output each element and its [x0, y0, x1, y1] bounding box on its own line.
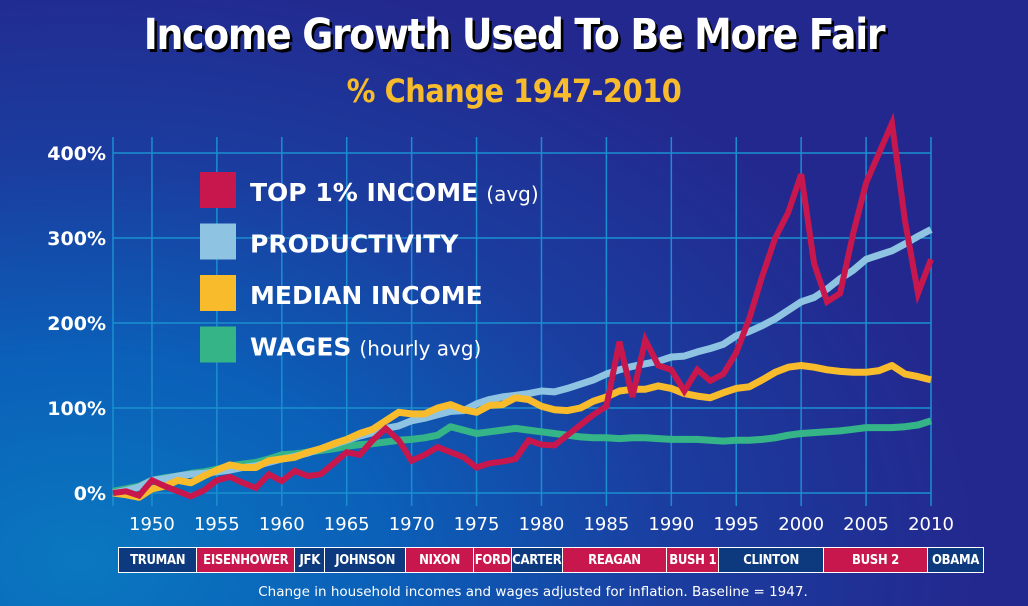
- legend-label-median: MEDIAN INCOME: [250, 281, 483, 310]
- legend-swatch-wages: [200, 326, 236, 363]
- legend-swatch-top1: [200, 172, 236, 208]
- legend: TOP 1% INCOME (avg) PRODUCTIVITY MEDIAN INC…: [200, 172, 539, 363]
- presidents-timeline: TRUMAN EISENHOWER JFK JOHNSON NIXON FORD CARTE…: [118, 547, 984, 573]
- series-line-median: [112, 362, 932, 501]
- chart-title: Income Growth Used To Be More Fair: [143, 10, 886, 60]
- president-jfk: JFK: [295, 548, 326, 572]
- x-tick-label: 1950: [129, 514, 175, 535]
- legend-label-productivity: PRODUCTIVITY: [250, 230, 459, 259]
- president-ford: FORD: [474, 548, 512, 572]
- president-clinton: CLINTON: [719, 548, 824, 572]
- president-reagan: REAGAN: [562, 548, 668, 572]
- x-tick-label: 2010: [908, 514, 954, 535]
- y-tick-label: 100%: [47, 398, 106, 420]
- x-tick-label: 1975: [454, 514, 500, 535]
- x-tick-label: 1970: [389, 514, 435, 535]
- president-obama: OBAMA: [928, 548, 983, 572]
- president-carter: CARTER: [511, 548, 563, 572]
- x-tick-label: 1960: [259, 514, 305, 535]
- president-bush-1: BUSH 1: [667, 548, 720, 572]
- legend-label-top1: TOP 1% INCOME (avg): [250, 178, 539, 207]
- y-tick-label: 0%: [74, 483, 106, 505]
- series-lines: [112, 112, 934, 501]
- x-tick-label: 1985: [583, 514, 629, 535]
- x-tick-label: 1990: [648, 514, 694, 535]
- president-johnson: JOHNSON: [325, 548, 407, 572]
- grid: [112, 137, 932, 506]
- x-tick-label: 2005: [843, 514, 889, 535]
- y-axis-ticks: 0% 100% 200% 300% 400%: [47, 143, 106, 505]
- x-tick-label: 1995: [713, 514, 759, 535]
- president-truman: TRUMAN: [119, 548, 198, 572]
- president-bush-2: BUSH 2: [823, 548, 929, 572]
- x-tick-label: 1980: [519, 514, 565, 535]
- y-tick-label: 300%: [47, 228, 106, 250]
- y-tick-label: 200%: [47, 313, 106, 335]
- x-tick-label: 2000: [778, 514, 824, 535]
- x-tick-label: 1955: [194, 514, 240, 535]
- caption: Change in household incomes and wages ad…: [258, 584, 808, 600]
- x-axis-ticks: 1950 1955 1960 1965 1970 1975 1980 1985 1990 1995…: [129, 514, 954, 535]
- legend-label-wages: WAGES (hourly avg): [250, 333, 481, 362]
- president-nixon: NIXON: [406, 548, 475, 572]
- x-tick-label: 1965: [324, 514, 370, 535]
- legend-swatch-median: [200, 275, 236, 311]
- y-tick-label: 400%: [47, 143, 106, 165]
- president-eisenhower: EISENHOWER: [197, 548, 296, 572]
- series-line-top1: [112, 112, 934, 500]
- chart-subtitle: % Change 1947-2010: [346, 72, 682, 110]
- legend-swatch-productivity: [200, 223, 236, 260]
